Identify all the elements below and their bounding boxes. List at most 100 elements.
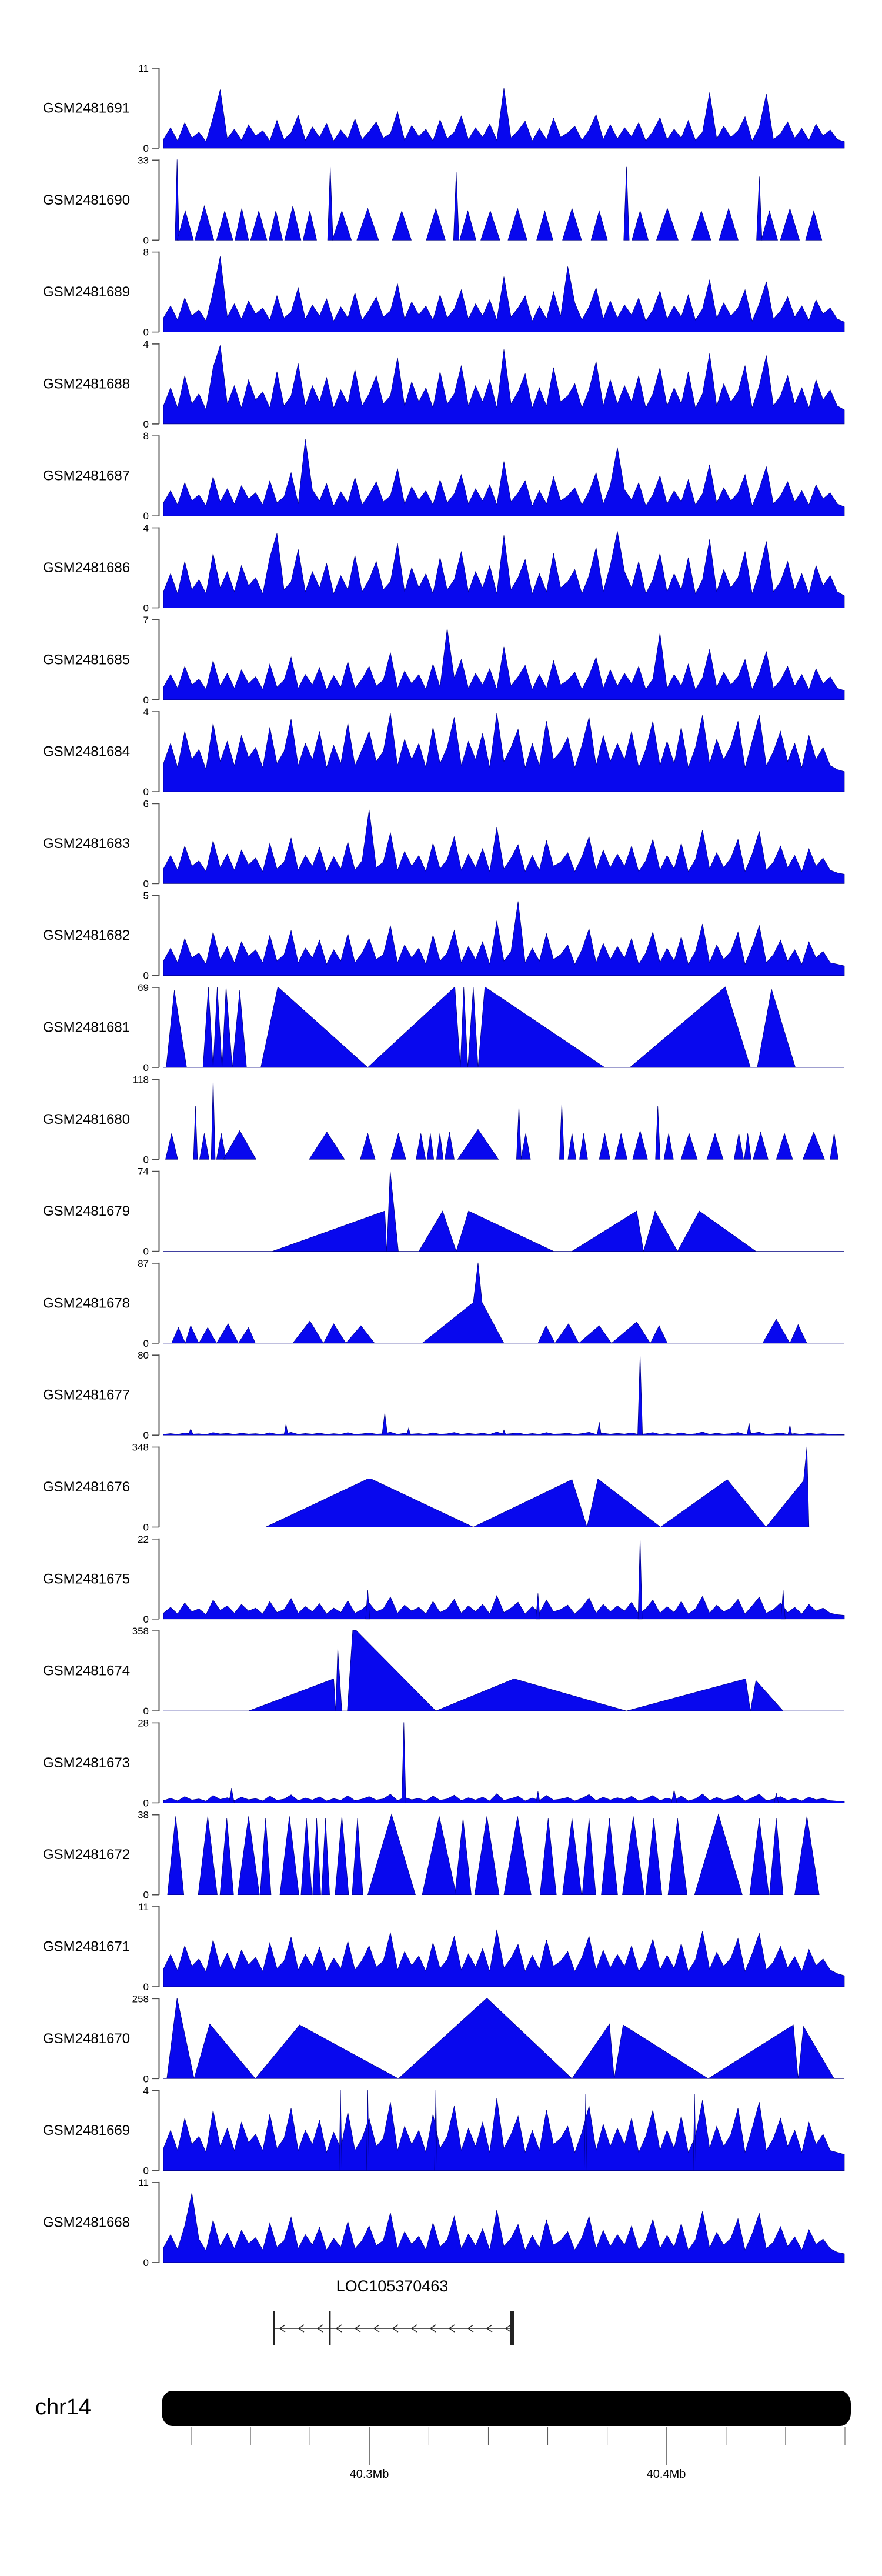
y-axis-max-label: 4 — [143, 2086, 149, 2097]
y-axis-min-label: 0 — [143, 1338, 149, 1349]
y-axis-max-label: 69 — [138, 982, 149, 993]
track-label: GSM2481680 — [43, 1112, 130, 1127]
track-label: GSM2481679 — [43, 1203, 130, 1219]
strand-arrow-left-icon — [448, 2324, 455, 2333]
strand-arrow-left-icon — [335, 2324, 342, 2333]
signal-peak — [444, 1132, 455, 1160]
genome-axis-tick-label-right: 40.4Mb — [646, 2468, 686, 2481]
signal-peak — [516, 1106, 522, 1160]
signal-peak — [749, 1818, 769, 1896]
y-axis-max-label: 4 — [143, 706, 149, 718]
signal-peak — [284, 206, 302, 241]
y-axis-max-label: 118 — [133, 1074, 149, 1085]
signal-peak — [436, 1133, 444, 1160]
strand-arrow-left-icon — [505, 2324, 512, 2333]
signal-peak — [776, 1133, 793, 1160]
y-axis-max-label: 5 — [143, 890, 149, 902]
exon-block — [510, 2311, 514, 2345]
y-axis-min-label: 0 — [143, 1890, 149, 1901]
strand-arrow-left-icon — [279, 2324, 286, 2333]
signal-peak — [175, 159, 179, 241]
signal-peak — [250, 210, 268, 241]
signal-peak — [614, 1133, 628, 1160]
track-label: GSM2481677 — [43, 1387, 130, 1403]
signal-peak — [283, 1424, 289, 1436]
signal-peak — [193, 1106, 198, 1160]
signal-peak — [279, 1816, 299, 1896]
genome-axis-tick-label-left: 40.3Mb — [349, 2468, 389, 2481]
y-axis-max-label: 28 — [138, 1717, 149, 1729]
y-axis-min-label: 0 — [143, 327, 149, 338]
signal-area — [163, 439, 845, 516]
signal-peak — [584, 2094, 587, 2171]
signal-area — [163, 2098, 845, 2171]
signal-peak — [216, 210, 233, 241]
track-label: GSM2481688 — [43, 376, 130, 392]
signal-area — [163, 809, 845, 884]
y-axis-max-label: 258 — [132, 1993, 149, 2004]
signal-peak — [787, 1425, 793, 1436]
signal-polygon — [163, 1262, 844, 1344]
signal-area — [163, 1793, 845, 1803]
signal-peak — [453, 172, 459, 241]
signal-peak — [761, 210, 778, 241]
signal-peak — [691, 210, 711, 241]
strand-arrow-left-icon — [298, 2324, 305, 2333]
signal-peak — [406, 1427, 411, 1436]
signal-peak — [167, 1816, 185, 1896]
y-axis-max-label: 4 — [143, 339, 149, 350]
y-axis-max-label: 87 — [138, 1258, 149, 1269]
signal-peak — [520, 1133, 531, 1160]
strand-arrow-left-icon — [316, 2324, 323, 2333]
signal-area — [163, 713, 845, 792]
strand-arrow-left-icon — [486, 2324, 493, 2333]
signal-peak — [480, 210, 500, 241]
signal-peak — [507, 208, 527, 241]
signal-peak — [559, 1103, 564, 1160]
signal-area — [163, 1432, 845, 1436]
signal-peak — [579, 1133, 588, 1160]
signal-peak — [422, 1816, 457, 1896]
y-axis-min-label: 0 — [143, 1246, 149, 1257]
signal-peak — [335, 1816, 349, 1896]
signal-area — [163, 2193, 845, 2263]
y-axis-max-label: 8 — [143, 431, 149, 442]
track-label: GSM2481685 — [43, 652, 130, 668]
signal-peak — [176, 210, 194, 241]
signal-peak — [680, 1133, 698, 1160]
track-label: GSM2481675 — [43, 1571, 130, 1587]
y-axis-min-label: 0 — [143, 1062, 149, 1073]
signal-peak — [774, 1793, 779, 1803]
signal-peak — [382, 1413, 388, 1436]
y-axis-max-label: 4 — [143, 523, 149, 534]
signal-peak — [216, 1133, 226, 1160]
signal-peak — [719, 208, 739, 241]
y-axis-min-label: 0 — [143, 2257, 149, 2268]
signal-peak — [459, 210, 476, 241]
signal-peak — [365, 1589, 370, 1620]
signal-peak — [536, 210, 553, 241]
chromosome-label: chr14 — [35, 2395, 92, 2420]
signal-peak — [228, 1788, 235, 1803]
signal-peak — [733, 1133, 744, 1160]
signal-area — [163, 1594, 845, 1620]
signal-peak — [693, 2094, 696, 2171]
y-axis-min-label: 0 — [143, 1522, 149, 1533]
y-axis-min-label: 0 — [143, 1430, 149, 1441]
y-axis-min-label: 0 — [143, 510, 149, 522]
signal-peak — [637, 1354, 643, 1436]
y-axis-max-label: 11 — [138, 2177, 149, 2188]
signal-peak — [756, 176, 763, 241]
track-label: GSM2481673 — [43, 1755, 130, 1771]
y-axis-max-label: 7 — [143, 615, 149, 626]
signal-peak — [219, 1818, 234, 1896]
y-axis-max-label: 80 — [138, 1350, 149, 1361]
signal-peak — [366, 2090, 370, 2171]
y-axis-min-label: 0 — [143, 2165, 149, 2177]
strand-arrow-left-icon — [410, 2324, 417, 2333]
track-label: GSM2481683 — [43, 836, 130, 852]
signal-peak — [360, 1132, 376, 1160]
signal-polygon — [163, 986, 844, 1068]
y-axis-max-label: 38 — [138, 1810, 149, 1821]
signal-area — [163, 256, 845, 332]
